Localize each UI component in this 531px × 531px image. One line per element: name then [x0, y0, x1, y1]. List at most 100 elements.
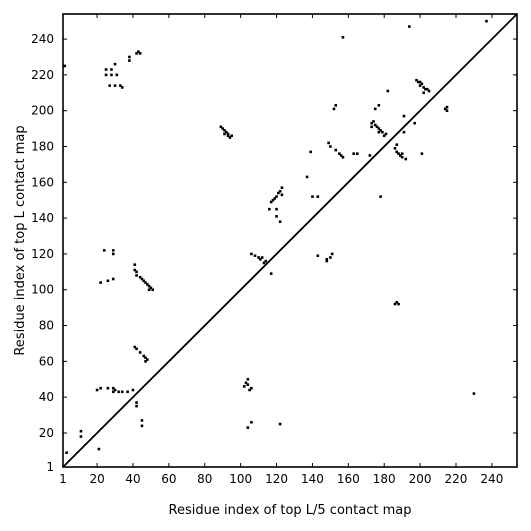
contact-point [135, 270, 138, 274]
contact-point [420, 152, 424, 155]
contact-point [135, 274, 138, 277]
contact-point [142, 279, 146, 283]
contact-point [316, 195, 320, 198]
contact-point [106, 279, 110, 283]
contact-point [250, 252, 253, 256]
contact-point [149, 286, 153, 290]
contact-point [79, 435, 83, 438]
contact-point [246, 377, 250, 381]
contact-point [395, 143, 399, 147]
contact-point [338, 152, 341, 155]
contact-point [144, 356, 147, 360]
contact-point [126, 390, 129, 394]
contact-point [393, 146, 397, 150]
contact-point [250, 386, 253, 390]
contact-point [373, 107, 377, 111]
x-tick-label: 120 [265, 472, 288, 486]
contact-point [244, 381, 248, 385]
contact-point [379, 195, 382, 198]
contact-point [445, 105, 449, 109]
contact-point [325, 258, 329, 261]
contact-point [316, 254, 320, 258]
contact-point [400, 155, 404, 159]
contact-point [404, 157, 408, 161]
contact-point [277, 191, 280, 195]
contact-point [120, 86, 124, 89]
y-tick-label: 60 [39, 354, 54, 368]
contact-point [140, 424, 144, 428]
contact-point [268, 207, 271, 211]
y-tick-label: 200 [31, 104, 54, 118]
x-tick-label: 160 [337, 472, 360, 486]
contact-point [248, 388, 251, 392]
contact-point [147, 288, 151, 292]
contact-point [415, 78, 418, 82]
contact-point [372, 120, 375, 123]
contact-point [225, 130, 228, 134]
contact-point [377, 104, 381, 107]
contact-point [271, 198, 275, 202]
contact-point [393, 302, 397, 306]
contact-point [131, 388, 135, 392]
contact-point [151, 288, 155, 292]
contact-point [133, 345, 137, 349]
y-axis-title: Residue index of top L contact map [13, 125, 28, 355]
contact-point [140, 277, 144, 281]
contact-point [329, 145, 332, 148]
x-tick-label: 240 [480, 472, 503, 486]
contact-point [339, 154, 343, 157]
y-tick-label: 180 [31, 139, 54, 153]
y-tick-label: 20 [39, 426, 54, 440]
contact-point [395, 300, 399, 304]
contact-point [140, 419, 144, 422]
contact-point [119, 84, 122, 87]
contact-point [443, 107, 447, 111]
contact-point [117, 390, 120, 394]
contact-point [355, 152, 359, 155]
contact-point [133, 268, 137, 272]
y-tick-label: 220 [31, 68, 54, 82]
y-tick-label: 120 [31, 247, 54, 261]
contact-point [418, 80, 422, 84]
contact-point [427, 89, 431, 93]
contact-point [142, 354, 146, 358]
contact-point [280, 186, 284, 189]
contact-point [242, 385, 246, 388]
contact-point [368, 154, 372, 157]
contact-point [327, 141, 330, 145]
contact-point [250, 420, 253, 424]
contact-point [144, 360, 147, 363]
x-tick-label: 140 [301, 472, 324, 486]
y-tick-label: 80 [39, 319, 54, 333]
contact-point [269, 272, 273, 275]
contact-point [223, 132, 226, 136]
contact-point [352, 152, 355, 155]
contact-point [146, 358, 149, 361]
contact-point [472, 392, 476, 395]
contact-point [408, 25, 411, 28]
contact-point [138, 351, 142, 354]
contact-point [275, 207, 278, 211]
contact-point [325, 259, 329, 263]
contact-point [377, 130, 381, 134]
contact-point [445, 109, 449, 112]
y-tick-label: 140 [31, 211, 54, 225]
contact-point [262, 261, 266, 265]
x-tick-label: 200 [409, 472, 432, 486]
contact-point [334, 104, 338, 107]
contact-point [278, 220, 282, 223]
contact-point [99, 281, 102, 284]
contact-point [115, 73, 119, 77]
contact-point [135, 404, 138, 408]
contact-point [146, 283, 149, 286]
contact-point [106, 386, 110, 390]
contact-point [305, 175, 309, 179]
y-tick-label: 240 [31, 32, 54, 46]
contact-point [330, 252, 334, 256]
contact-point [397, 302, 400, 306]
contact-point [275, 215, 278, 218]
contact-point [332, 107, 336, 111]
contact-point [370, 121, 373, 125]
contact-point [111, 249, 115, 252]
